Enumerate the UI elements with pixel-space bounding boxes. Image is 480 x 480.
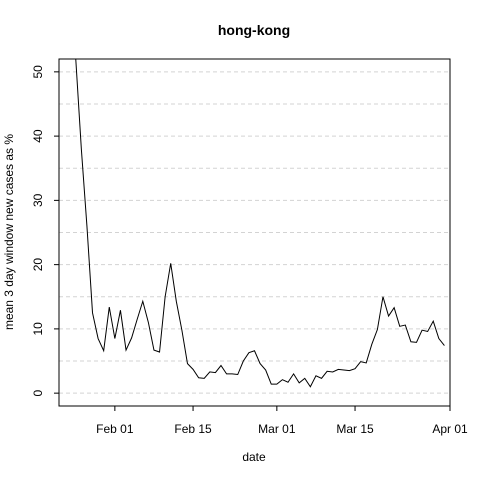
series-line	[75, 58, 445, 388]
y-tick-label: 20	[31, 258, 45, 272]
x-tick-label: Feb 01	[96, 422, 134, 436]
y-tick-label: 0	[31, 389, 45, 396]
x-tick-label: Mar 15	[336, 422, 374, 436]
y-tick-label: 40	[31, 129, 45, 143]
plot-frame	[58, 58, 451, 407]
x-axis: Feb 01 Feb 15 Mar 01 Mar 15 Apr 01	[96, 406, 468, 436]
x-axis-label: date	[242, 450, 266, 464]
x-tick-label: Mar 01	[258, 422, 296, 436]
y-axis-label: mean 3 day window new cases as %	[2, 134, 16, 330]
x-tick-label: Feb 15	[174, 422, 212, 436]
chart-title: hong-kong	[218, 22, 290, 38]
y-axis: 0 10 20 30 40 50	[31, 65, 59, 396]
y-tick-label: 50	[31, 65, 45, 79]
y-tick-label: 30	[31, 193, 45, 207]
x-tick-label: Apr 01	[432, 422, 468, 436]
grid-lines	[59, 71, 450, 394]
y-tick-label: 10	[31, 322, 45, 336]
